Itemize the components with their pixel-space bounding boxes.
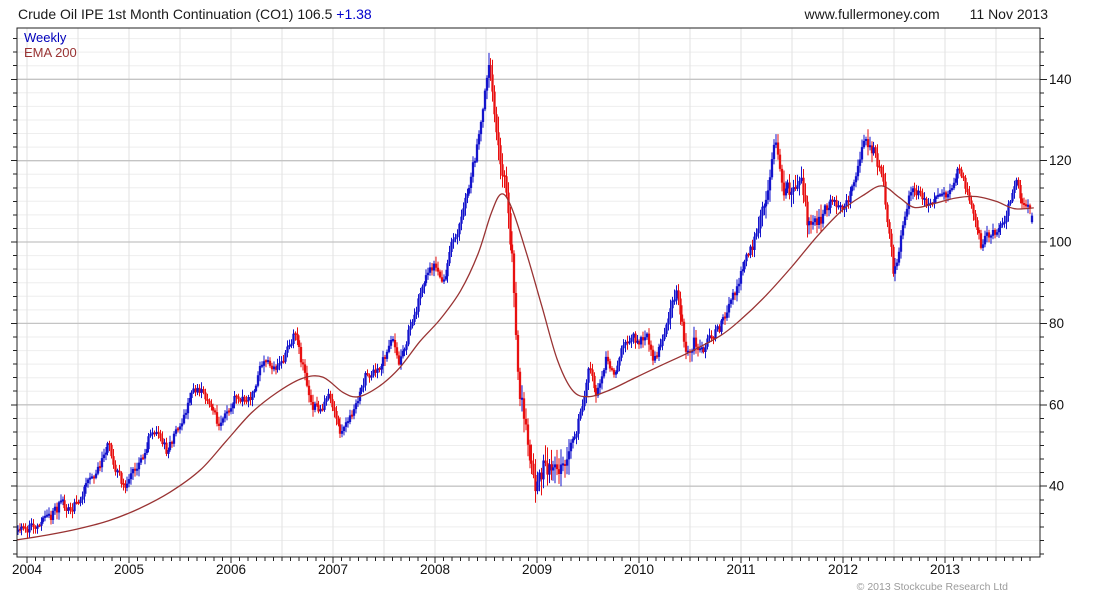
weekly-price-bars — [16, 52, 1034, 539]
svg-text:2008: 2008 — [420, 562, 450, 577]
svg-text:2010: 2010 — [624, 562, 654, 577]
svg-text:120: 120 — [1049, 153, 1072, 168]
svg-text:2006: 2006 — [216, 562, 246, 577]
website-text: www.fullermoney.com — [804, 6, 940, 22]
price-change: +1.38 — [336, 6, 372, 22]
svg-text:2005: 2005 — [114, 562, 144, 577]
copyright-notice: © 2013 Stockcube Research Ltd — [856, 581, 1008, 593]
grid-lines — [17, 28, 1040, 557]
axis-ticks — [11, 38, 1047, 563]
legend-ema-200: EMA 200 — [24, 45, 77, 60]
header-right: www.fullermoney.com 11 Nov 2013 — [805, 6, 1100, 22]
title-block: Crude Oil IPE 1st Month Continuation (CO… — [0, 6, 372, 22]
svg-text:80: 80 — [1049, 316, 1064, 331]
chart-header: Crude Oil IPE 1st Month Continuation (CO… — [0, 0, 1100, 28]
svg-text:40: 40 — [1049, 479, 1064, 494]
ema-200-line — [16, 185, 1034, 541]
svg-text:2011: 2011 — [726, 562, 755, 577]
y-axis-labels: 40 60 80 100 120 140 — [1049, 72, 1072, 494]
svg-text:2013: 2013 — [930, 562, 960, 577]
plot-border — [16, 27, 1041, 558]
x-axis-labels: 2004 2005 2006 2007 2008 2009 2010 2011 2012 2013 — [12, 562, 960, 577]
legend-weekly: Weekly — [24, 30, 67, 45]
page-title: Crude Oil IPE 1st Month Continuation (CO… — [18, 6, 294, 22]
svg-text:2009: 2009 — [522, 562, 552, 577]
last-price: 106.5 — [297, 6, 333, 22]
svg-text:2012: 2012 — [828, 562, 858, 577]
svg-text:140: 140 — [1049, 72, 1072, 87]
svg-text:100: 100 — [1049, 235, 1072, 250]
svg-text:2004: 2004 — [12, 562, 43, 577]
date-text: 11 Nov 2013 — [969, 6, 1048, 22]
svg-text:60: 60 — [1049, 397, 1064, 412]
svg-text:2007: 2007 — [318, 562, 348, 577]
